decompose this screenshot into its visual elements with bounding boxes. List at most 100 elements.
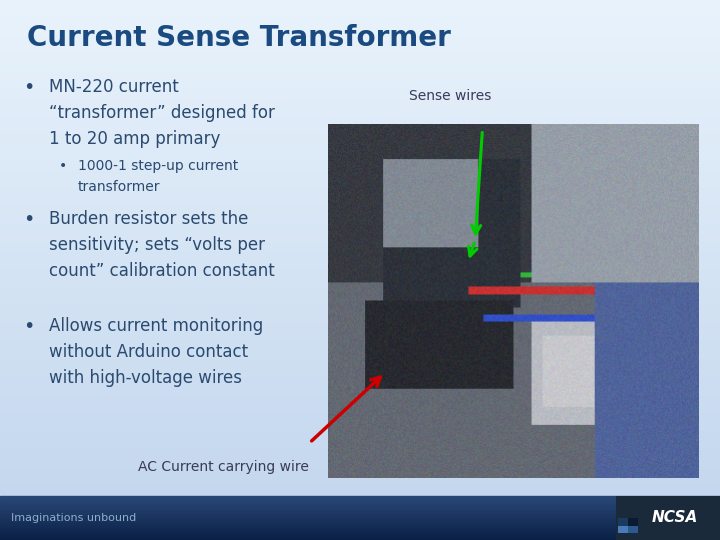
Bar <box>628 525 639 534</box>
Text: count” calibration constant: count” calibration constant <box>49 262 275 280</box>
Bar <box>0 90 720 99</box>
Bar <box>0 144 720 153</box>
Text: Sense wires: Sense wires <box>409 89 491 103</box>
Bar <box>0 536 720 537</box>
Bar <box>0 243 720 252</box>
Bar <box>0 525 720 526</box>
Bar <box>0 324 720 333</box>
Bar <box>0 524 720 525</box>
Text: without Arduino contact: without Arduino contact <box>49 343 248 361</box>
Text: with high-voltage wires: with high-voltage wires <box>49 369 242 387</box>
Bar <box>0 496 720 497</box>
Bar <box>0 423 720 432</box>
Bar <box>0 369 720 378</box>
Bar <box>0 522 720 531</box>
Text: •: • <box>23 210 35 229</box>
Text: NCSA: NCSA <box>652 510 698 525</box>
Bar <box>0 502 720 503</box>
Text: “transformer” designed for: “transformer” designed for <box>49 104 275 122</box>
Bar <box>328 124 698 478</box>
Bar <box>0 504 720 513</box>
Bar <box>0 538 720 540</box>
Bar <box>0 261 720 270</box>
Bar <box>0 396 720 405</box>
Bar <box>0 432 720 441</box>
Bar <box>0 414 720 423</box>
Bar <box>0 510 720 512</box>
Bar <box>628 518 639 525</box>
Bar <box>0 342 720 351</box>
Bar <box>0 450 720 459</box>
Text: Imaginations unbound: Imaginations unbound <box>11 513 136 523</box>
Bar <box>0 498 720 500</box>
Bar <box>0 360 720 369</box>
Bar <box>0 537 720 538</box>
Bar <box>0 45 720 54</box>
Bar <box>0 162 720 171</box>
Bar <box>0 513 720 522</box>
Bar <box>0 486 720 495</box>
Bar <box>0 198 720 207</box>
Bar <box>0 117 720 126</box>
Bar <box>0 503 720 504</box>
Bar <box>0 522 720 524</box>
Bar <box>0 252 720 261</box>
Bar <box>0 171 720 180</box>
Text: 1000-1 step-up current: 1000-1 step-up current <box>78 159 238 173</box>
Bar <box>0 126 720 135</box>
Bar <box>0 516 720 518</box>
Bar <box>0 333 720 342</box>
Text: Allows current monitoring: Allows current monitoring <box>49 318 264 335</box>
Bar <box>0 36 720 45</box>
Bar <box>0 153 720 162</box>
Bar <box>0 108 720 117</box>
Bar <box>0 81 720 90</box>
Bar <box>618 518 628 525</box>
Bar <box>0 72 720 81</box>
Text: Burden resistor sets the: Burden resistor sets the <box>49 210 248 228</box>
Bar <box>0 9 720 18</box>
Bar <box>0 279 720 288</box>
Bar <box>0 515 720 516</box>
Bar <box>0 63 720 72</box>
Bar <box>0 306 720 315</box>
Bar <box>0 225 720 234</box>
Bar <box>0 189 720 198</box>
Text: 1 to 20 amp primary: 1 to 20 amp primary <box>49 130 220 148</box>
Bar <box>0 0 720 9</box>
Bar <box>0 216 720 225</box>
Bar <box>0 526 720 528</box>
Bar <box>0 387 720 396</box>
Bar <box>0 99 720 108</box>
Bar <box>0 528 720 530</box>
Bar <box>0 378 720 387</box>
Bar <box>0 497 720 498</box>
Bar <box>0 495 720 504</box>
Text: sensitivity; sets “volts per: sensitivity; sets “volts per <box>49 236 265 254</box>
Text: Current Sense Transformer: Current Sense Transformer <box>27 24 451 52</box>
Bar <box>0 18 720 27</box>
Text: •: • <box>23 318 35 336</box>
Bar <box>0 441 720 450</box>
Bar <box>0 508 720 509</box>
Bar <box>0 135 720 144</box>
Bar <box>0 180 720 189</box>
Bar <box>0 512 720 514</box>
Bar <box>0 532 720 534</box>
Bar <box>0 530 720 531</box>
Bar <box>618 525 628 534</box>
Bar <box>0 500 720 502</box>
Bar <box>0 315 720 324</box>
Bar <box>0 234 720 243</box>
Text: MN-220 current: MN-220 current <box>49 78 179 96</box>
Bar <box>0 297 720 306</box>
Text: AC Current carrying wire: AC Current carrying wire <box>138 460 309 474</box>
Bar <box>0 514 720 515</box>
Bar <box>0 519 720 521</box>
Bar <box>0 270 720 279</box>
Bar <box>0 54 720 63</box>
Bar <box>0 288 720 297</box>
Bar <box>0 477 720 486</box>
Bar <box>0 534 720 536</box>
Text: transformer: transformer <box>78 180 161 194</box>
